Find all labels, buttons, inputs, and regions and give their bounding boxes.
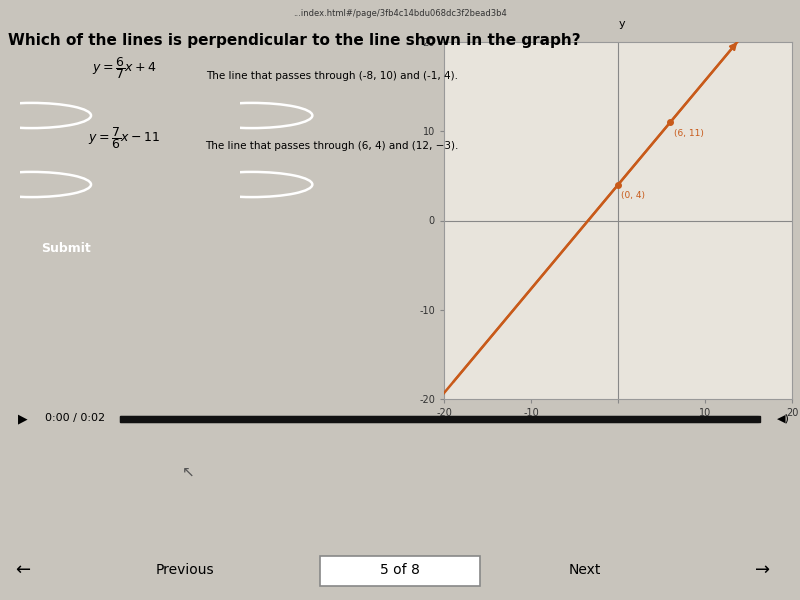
Text: (6, 11): (6, 11) — [674, 129, 703, 138]
Text: Next: Next — [569, 563, 601, 577]
Bar — [120, 416, 760, 422]
Text: Previous: Previous — [156, 563, 214, 577]
Bar — [120, 416, 758, 422]
Text: Which of the lines is perpendicular to the line shown in the graph?: Which of the lines is perpendicular to t… — [8, 33, 581, 48]
Text: y: y — [619, 19, 626, 29]
Text: →: → — [755, 561, 770, 579]
Text: The line that passes through (6, 4) and (12, −3).: The line that passes through (6, 4) and … — [206, 141, 458, 151]
Text: $y=\dfrac{6}{7}x+4$: $y=\dfrac{6}{7}x+4$ — [92, 55, 156, 81]
Text: ◀): ◀) — [777, 413, 790, 424]
Text: Submit: Submit — [41, 242, 91, 256]
Text: ↖: ↖ — [182, 464, 194, 479]
Text: ←: ← — [15, 561, 30, 579]
Text: 5 of 8: 5 of 8 — [380, 563, 420, 577]
Text: (0, 4): (0, 4) — [622, 191, 646, 200]
Text: $y=\dfrac{7}{6}x-11$: $y=\dfrac{7}{6}x-11$ — [88, 125, 160, 151]
Text: ▶: ▶ — [18, 412, 28, 425]
Text: ...index.html#/page/3fb4c14bdu068dc3f2bead3b4: ...index.html#/page/3fb4c14bdu068dc3f2be… — [293, 9, 507, 18]
Bar — [320, 556, 480, 586]
Text: The line that passes through (-8, 10) and (-1, 4).: The line that passes through (-8, 10) an… — [206, 71, 458, 81]
Text: 0:00 / 0:02: 0:00 / 0:02 — [45, 413, 105, 424]
